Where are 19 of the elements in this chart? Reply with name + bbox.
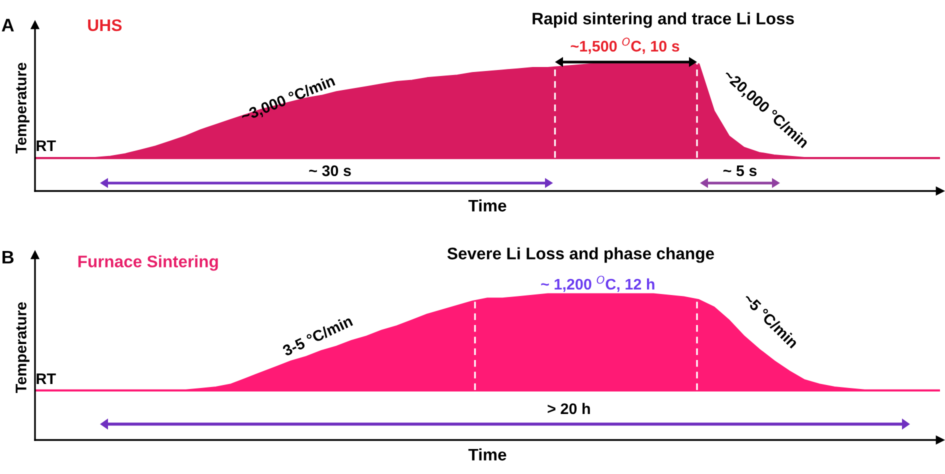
chart-title: Rapid sintering and trace Li Loss (532, 12, 794, 28)
annotation: ~3,000 °C/min (240, 74, 336, 124)
annotation: 3-5 °C/min (282, 315, 354, 356)
chart-title: Severe Li Loss and phase change (447, 247, 714, 263)
x-axis-title: Time (468, 199, 506, 212)
x-axis-title: Time (468, 448, 506, 461)
text: ~1,500 $^{O}$C, 10 s (570, 38, 680, 54)
annotation: RT (36, 374, 56, 384)
annotation: > 20 h (548, 402, 590, 414)
annotation: ~ 5 s (723, 166, 757, 176)
text: A (2, 18, 14, 32)
annotation: RT (36, 140, 56, 151)
text: ~ 1,200 $^{O}$C, 12 h (541, 276, 654, 292)
text: B (2, 250, 14, 264)
text: UHS (88, 19, 122, 32)
text: Furnace Sintering (78, 255, 218, 271)
annotation: ~ 30 s (309, 165, 351, 176)
y-axis-title: Temperature (16, 302, 30, 394)
y-axis-title: Temperature (16, 62, 30, 154)
